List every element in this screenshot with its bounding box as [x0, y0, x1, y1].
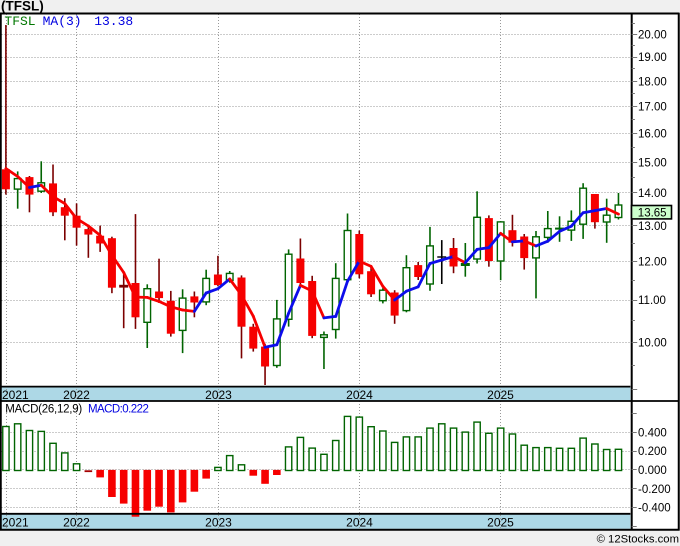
svg-text:0.200: 0.200: [638, 446, 667, 458]
svg-text:13.00: 13.00: [638, 221, 667, 233]
svg-text:12.00: 12.00: [638, 257, 667, 269]
svg-text:2024: 2024: [346, 516, 373, 530]
svg-text:MA(3): MA(3): [43, 14, 82, 29]
svg-text:2023: 2023: [205, 388, 232, 402]
svg-text:11.00: 11.00: [638, 295, 666, 307]
svg-text:2025: 2025: [487, 388, 514, 402]
svg-text:0.000: 0.000: [638, 465, 667, 477]
svg-text:2022: 2022: [63, 516, 90, 530]
svg-text:(TFSL): (TFSL): [1, 0, 44, 14]
svg-text:13.38: 13.38: [94, 14, 133, 29]
svg-text:-0.400: -0.400: [638, 503, 671, 515]
svg-text:10.00: 10.00: [638, 338, 667, 350]
svg-text:15.00: 15.00: [638, 157, 667, 169]
svg-text:-0.200: -0.200: [638, 484, 671, 496]
svg-text:2021: 2021: [2, 388, 29, 402]
svg-text:2024: 2024: [346, 388, 373, 402]
svg-text:2022: 2022: [63, 388, 90, 402]
svg-text:19.00: 19.00: [638, 52, 667, 64]
svg-text:MACD:0.222: MACD:0.222: [88, 404, 148, 416]
svg-text:18.00: 18.00: [638, 76, 667, 88]
svg-text:MACD(26,12,9): MACD(26,12,9): [5, 404, 82, 416]
svg-text:2025: 2025: [487, 516, 514, 530]
svg-text:17.00: 17.00: [638, 102, 667, 114]
svg-text:2021: 2021: [2, 516, 29, 530]
svg-text:© 12Stocks.com: © 12Stocks.com: [597, 534, 679, 546]
svg-text:16.00: 16.00: [638, 129, 667, 141]
svg-text:TFSL: TFSL: [4, 14, 35, 29]
svg-text:0.400: 0.400: [638, 427, 667, 439]
svg-text:14.00: 14.00: [638, 188, 667, 200]
svg-text:2023: 2023: [205, 516, 232, 530]
svg-text:13.65: 13.65: [638, 208, 667, 220]
svg-text:20.00: 20.00: [638, 29, 667, 41]
